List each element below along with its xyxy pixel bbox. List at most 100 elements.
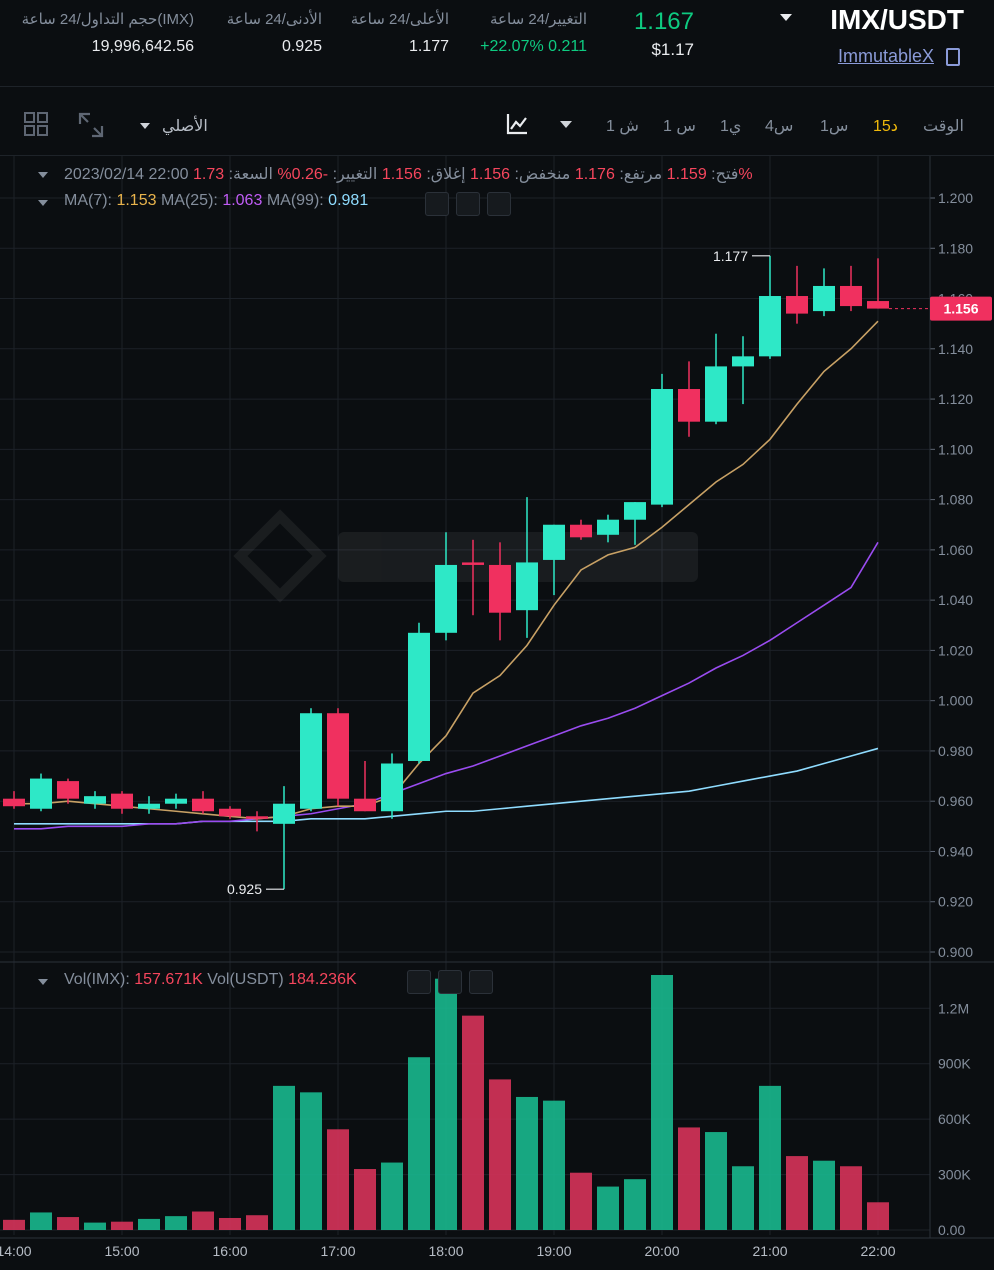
ma-legend-toggle-icon[interactable] xyxy=(38,200,48,206)
price-tick-label: 0.920 xyxy=(938,894,973,910)
volume-visibility-eye-icon[interactable] xyxy=(407,970,431,994)
candle-body-up xyxy=(30,778,52,809)
candle-body-down xyxy=(786,296,808,314)
price-tick-label: 0.980 xyxy=(938,743,973,759)
volume-bar-down xyxy=(3,1219,25,1230)
ma99-value: 0.981 xyxy=(328,192,369,209)
price-tick-label: 1.120 xyxy=(938,391,973,407)
change-value: -0.26% xyxy=(277,166,329,183)
volume-bar-down xyxy=(354,1169,376,1230)
price-tick-label: 0.940 xyxy=(938,843,973,859)
vol-quote-label: Vol(USDT) xyxy=(207,971,284,988)
toolbar-divider xyxy=(0,155,994,156)
interval-1mo[interactable]: 1 ش xyxy=(606,118,639,135)
volume-bar-up xyxy=(813,1160,835,1230)
candle-body-up xyxy=(435,564,457,633)
price-tick-label: 1.000 xyxy=(938,693,973,709)
change-24h-value: +22.07% 0.211 xyxy=(480,38,587,55)
volume-legend-row: Vol(IMX): 157.671K Vol(USDT) 184.236K xyxy=(64,971,357,989)
volume-bar-up xyxy=(516,1096,538,1230)
ma25-value: 1.063 xyxy=(222,192,263,209)
candle-body-up xyxy=(597,519,619,535)
volume-24h-label: حجم التداول/24 ساعة(IMX) xyxy=(21,11,194,28)
volume-bar-down xyxy=(57,1217,79,1230)
chart-type-icon[interactable] xyxy=(505,112,529,136)
token-info-icon[interactable] xyxy=(946,48,960,66)
candle-body-down xyxy=(570,524,592,538)
interval-15m[interactable]: 15د xyxy=(873,118,898,135)
volume-tick-label: 900K xyxy=(938,1056,971,1072)
min-price-label: 0.925 xyxy=(227,881,262,897)
candle-body-up xyxy=(381,763,403,812)
candle-body-up xyxy=(705,366,727,422)
ma99-label: MA(99): xyxy=(266,192,324,209)
volume-bar-up xyxy=(84,1222,106,1230)
candle-body-down xyxy=(219,808,241,817)
ma25-line xyxy=(14,541,879,830)
max-price-label: 1.177 xyxy=(713,248,748,264)
price-tick-label: 1.060 xyxy=(938,542,973,558)
low-24h-value: 0.925 xyxy=(281,38,322,55)
token-name-link[interactable]: ImmutableX xyxy=(837,46,934,66)
time-tick-label: 21:00 xyxy=(752,1243,787,1259)
last-price: 1.167 xyxy=(633,8,694,35)
high-24h-value: 1.177 xyxy=(408,38,449,55)
volume-bar-up xyxy=(300,1092,322,1230)
volume-bar-up xyxy=(597,1186,619,1230)
pair-dropdown-icon[interactable] xyxy=(780,14,792,21)
volume-bar-down xyxy=(219,1217,241,1230)
ma7-label: MA(7): xyxy=(64,192,112,209)
candle-body-down xyxy=(246,816,268,819)
interval-1h[interactable]: 1س xyxy=(820,118,849,135)
interval-dropdown-icon[interactable] xyxy=(560,121,572,128)
price-tick-label: 1.200 xyxy=(938,190,973,206)
volume-bar-down xyxy=(111,1221,133,1230)
candle-body-down xyxy=(867,301,889,309)
time-tick-label: 15:00 xyxy=(104,1243,139,1259)
ma-close-icon[interactable] xyxy=(487,192,511,216)
price-tick-label: 1.080 xyxy=(938,492,973,508)
interval-1d[interactable]: 1ي xyxy=(720,118,742,135)
pair-title[interactable]: IMX/USDT xyxy=(830,4,964,35)
ma25-label: MA(25): xyxy=(160,192,218,209)
volume-bar-up xyxy=(435,978,457,1230)
volume-bar-up xyxy=(705,1132,727,1230)
ohlc-legend-toggle-icon[interactable] xyxy=(38,172,48,178)
layout-grid-icon[interactable] xyxy=(24,112,48,136)
candle-body-up xyxy=(138,803,160,809)
original-view-button[interactable]: الأصلي xyxy=(162,118,208,135)
volume-close-icon[interactable] xyxy=(469,970,493,994)
candle-body-up xyxy=(759,296,781,357)
volume-bar-down xyxy=(786,1156,808,1230)
usd-price: $1.17 xyxy=(651,40,694,59)
candle-body-down xyxy=(57,781,79,799)
price-tick-label: 1.040 xyxy=(938,592,973,608)
ohlc-legend-row: 2023/02/14 22:00 فتح: 1.159 مرتفع: 1.176… xyxy=(64,164,753,184)
interval-1w[interactable]: 1 س xyxy=(663,118,696,135)
candle-body-down xyxy=(3,798,25,807)
change-24h-label: التغيير/24 ساعة xyxy=(490,11,587,28)
interval-4h[interactable]: 4س xyxy=(765,118,794,135)
time-tick-label: 16:00 xyxy=(212,1243,247,1259)
original-view-dropdown-icon[interactable] xyxy=(140,123,150,129)
volume-legend-toggle-icon[interactable] xyxy=(38,979,48,985)
ma-visibility-eye-icon[interactable] xyxy=(425,192,449,216)
ma7-value: 1.153 xyxy=(116,192,157,209)
volume-bar-up xyxy=(30,1212,52,1230)
candle-body-down xyxy=(678,389,700,422)
volume-bar-down xyxy=(678,1127,700,1230)
ma-settings-gear-icon[interactable] xyxy=(456,192,480,216)
candle-body-up xyxy=(516,562,538,611)
candle-body-up xyxy=(84,796,106,804)
candle-body-down xyxy=(462,562,484,565)
high-label: مرتفع: xyxy=(619,166,663,183)
vol-base-value: 157.671K xyxy=(134,971,203,988)
candle-body-up xyxy=(300,713,322,809)
current-price-tag xyxy=(930,296,992,321)
fullscreen-icon[interactable] xyxy=(78,112,104,138)
volume-bar-up xyxy=(273,1085,295,1230)
candle-body-up xyxy=(408,632,430,761)
time-tick-label: 17:00 xyxy=(320,1243,355,1259)
volume-settings-gear-icon[interactable] xyxy=(438,970,462,994)
